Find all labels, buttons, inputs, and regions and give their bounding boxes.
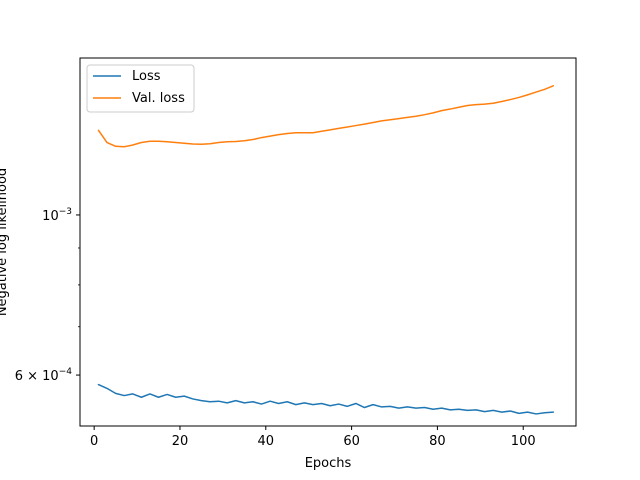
y-ticks: 10−3 6 × 10−4 [15,207,80,384]
y-tick-label: 6 × 10−4 [15,367,73,384]
y-tick-label: 10−3 [42,207,72,224]
x-axis-label: Epochs [305,456,352,471]
series-line-loss [97,383,555,415]
legend: Loss Val. loss [86,64,195,113]
x-tick-label: 0 [90,434,98,449]
series-line-val-loss [97,85,555,148]
plot-area [80,58,576,426]
series-layer [97,85,555,415]
legend-label-loss: Loss [132,69,161,84]
x-tick-label: 20 [172,434,189,449]
y-axis-label: Negative log likelihood [0,168,10,316]
x-tick-label: 80 [429,434,446,449]
x-tick-label: 60 [343,434,360,449]
legend-label-val-loss: Val. loss [132,91,185,106]
x-tick-label: 40 [258,434,275,449]
x-ticks: 0 20 40 60 80 100 [90,426,536,449]
x-tick-label: 100 [511,434,536,449]
plot-frame [79,57,577,427]
